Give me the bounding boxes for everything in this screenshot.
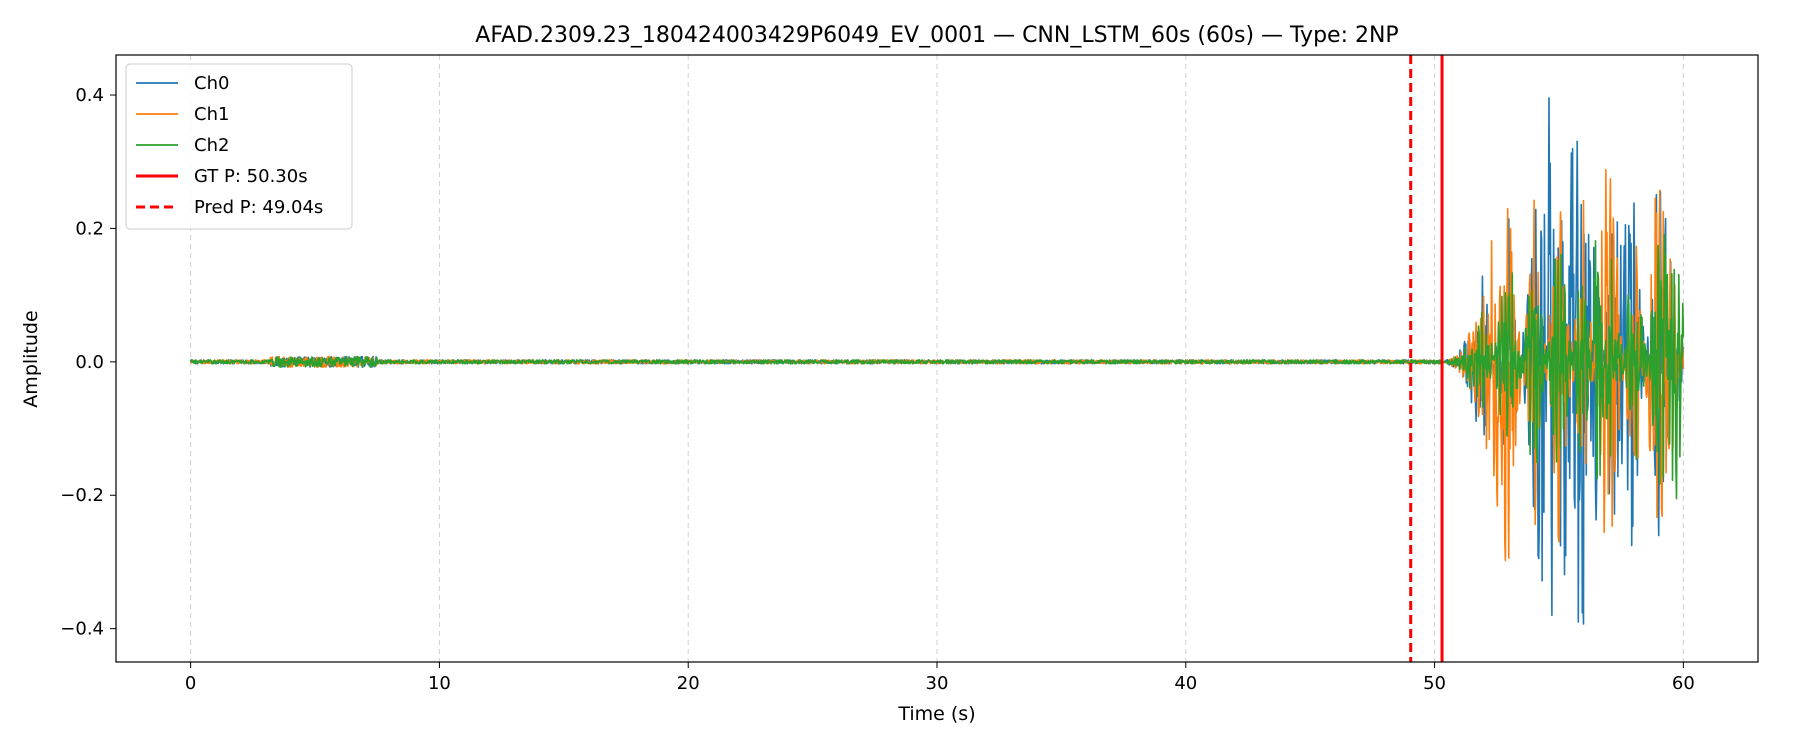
x-axis-ticks: 0 10 20 30 40 50 60 bbox=[185, 662, 1695, 694]
legend-label-4: Pred P: 49.04s bbox=[194, 197, 323, 218]
series-line-ch2 bbox=[189, 234, 1685, 500]
y-tick-label-4: 0.4 bbox=[75, 85, 104, 106]
chart-title: AFAD.2309.23_180424003429P6049_EV_0001 —… bbox=[475, 23, 1398, 48]
x-tick-label-3: 30 bbox=[926, 673, 949, 694]
y-axis-label: Amplitude bbox=[20, 310, 42, 407]
x-tick-label-6: 60 bbox=[1672, 673, 1695, 694]
legend-box bbox=[125, 63, 353, 230]
series-layer bbox=[189, 97, 1685, 625]
x-axis-label: Time (s) bbox=[897, 703, 975, 725]
y-tick-label-1: −0.2 bbox=[60, 485, 104, 506]
legend: Ch0 Ch1 Ch2 GT P: 50.30s Pred P: 49.04s bbox=[125, 63, 353, 230]
marker-layer bbox=[1409, 55, 1444, 662]
x-tick-label-0: 0 bbox=[185, 673, 196, 694]
legend-label-0: Ch0 bbox=[194, 73, 229, 94]
x-tick-label-5: 50 bbox=[1423, 673, 1446, 694]
x-tick-label-1: 10 bbox=[428, 673, 451, 694]
legend-label-2: Ch2 bbox=[194, 135, 229, 156]
legend-label-3: GT P: 50.30s bbox=[194, 166, 308, 187]
y-tick-label-3: 0.2 bbox=[75, 218, 104, 239]
x-tick-label-2: 20 bbox=[677, 673, 700, 694]
grid-lines bbox=[190, 55, 1684, 662]
x-tick-label-4: 40 bbox=[1174, 673, 1197, 694]
y-axis-ticks: −0.4 −0.2 0.0 0.2 0.4 bbox=[60, 85, 116, 640]
legend-label-1: Ch1 bbox=[194, 104, 229, 125]
y-tick-label-2: 0.0 bbox=[75, 352, 104, 373]
y-tick-label-0: −0.4 bbox=[60, 619, 104, 640]
